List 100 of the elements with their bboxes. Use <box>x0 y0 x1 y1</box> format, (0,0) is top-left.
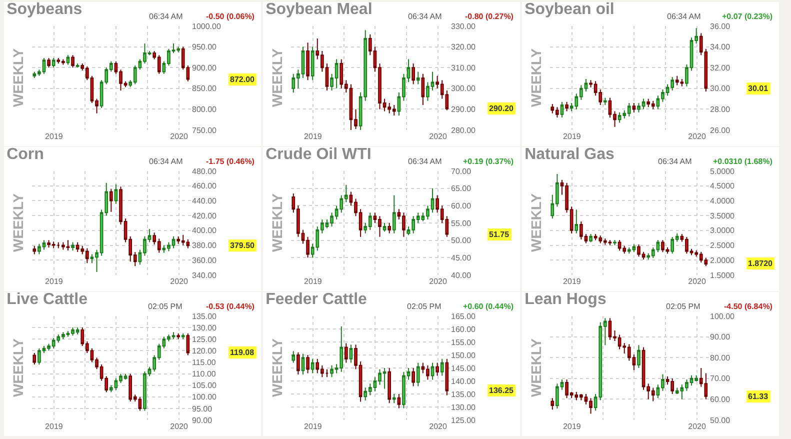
y-tick-label: 130.00 <box>451 402 476 412</box>
candlestick <box>550 398 554 410</box>
y-tick-label: 290.00 <box>451 105 476 114</box>
candlestick <box>109 188 113 212</box>
candlestick <box>310 358 314 374</box>
candlestick <box>292 350 296 364</box>
y-axis-title: WEEKLY <box>10 338 26 397</box>
candlestick <box>47 58 50 68</box>
x-tick-label: 2020 <box>688 277 706 286</box>
candlestick <box>421 73 425 106</box>
y-tick-label: 480.00 <box>192 166 218 176</box>
candlestick <box>445 358 449 396</box>
text: 51.75 <box>489 230 510 239</box>
candlestick <box>440 358 444 376</box>
y-tick-label: 1000.00 <box>192 22 222 31</box>
y-tick-label: 140.00 <box>451 376 476 386</box>
y-tick-label: 300.00 <box>451 84 476 94</box>
candlestick <box>76 62 80 68</box>
candlestick <box>613 239 616 246</box>
chart-title: Soybeans <box>6 0 82 18</box>
y-axis-title: WEEKLY <box>528 48 544 107</box>
text: 1.8720 <box>748 259 774 268</box>
y-tick-label: 120.00 <box>192 346 218 356</box>
y-tick-label: 100.00 <box>192 392 218 402</box>
y-tick-label: 100.00 <box>710 312 736 321</box>
y-tick-label: 135.00 <box>192 312 218 321</box>
candlestick <box>186 332 190 356</box>
x-tick-label: 2020 <box>688 132 706 141</box>
text: 136.25 <box>489 386 514 395</box>
x-tick-label: 2019 <box>304 422 322 431</box>
y-tick-label: 110.00 <box>192 370 216 379</box>
text: 06:34 AM <box>408 157 442 166</box>
candlestick <box>66 54 70 66</box>
y-tick-label: 125.00 <box>451 416 476 425</box>
y-tick-label: 45.00 <box>451 253 472 262</box>
text: +0.0310 (1.68%) <box>713 157 773 166</box>
text: 06:34 AM <box>149 157 184 166</box>
y-tick-label: 460.00 <box>192 182 218 191</box>
candlestick <box>412 368 416 387</box>
candlestick <box>296 352 300 375</box>
y-tick-label: 90.00 <box>710 332 731 342</box>
y-tick-label: 55.00 <box>451 218 472 228</box>
text: 30.01 <box>748 84 769 93</box>
y-tick-label: 65.00 <box>451 184 472 194</box>
candlestick <box>392 194 396 234</box>
x-tick-label: 2020 <box>170 132 188 141</box>
chart-title: Live Cattle <box>6 290 88 308</box>
candlestick <box>632 102 636 113</box>
x-tick-label: 2019 <box>45 277 64 286</box>
chart-title: Feeder Cattle <box>266 290 368 308</box>
y-tick-label: 420.00 <box>192 211 218 220</box>
chart-title: Crude Oil WTI <box>266 146 372 163</box>
text: -0.53 (0.44%) <box>206 302 255 311</box>
chart-title: Soybean Meal <box>266 0 372 18</box>
y-tick-label: 2.5000 <box>710 241 736 250</box>
text: 61.33 <box>748 392 769 401</box>
y-tick-label: 50.00 <box>710 416 731 425</box>
y-axis-title: WEEKLY <box>10 48 26 107</box>
y-tick-label: 26.00 <box>710 126 731 135</box>
text: 02:05 PM <box>407 302 442 311</box>
candlestick <box>71 242 74 251</box>
text: -4.50 (6.84%) <box>724 302 773 311</box>
candlestick <box>306 42 310 81</box>
candlestick <box>574 209 578 234</box>
text: 872.00 <box>230 75 256 84</box>
candlestick <box>589 233 592 243</box>
x-tick-label: 2019 <box>563 422 582 431</box>
text: 06:34 AM <box>658 157 692 166</box>
text: 02:05 PM <box>148 302 183 311</box>
y-tick-label: 310.00 <box>451 63 476 72</box>
text: -0.80 (0.27%) <box>465 12 514 21</box>
text: -1.75 (0.46%) <box>206 157 255 166</box>
x-tick-label: 2020 <box>429 132 448 141</box>
y-tick-label: 3.0000 <box>710 226 736 236</box>
y-tick-label: 125.00 <box>192 334 218 344</box>
candlestick <box>32 352 36 366</box>
x-tick-label: 2019 <box>563 132 582 141</box>
candlestick <box>306 354 310 374</box>
y-tick-label: 340.00 <box>192 270 218 280</box>
y-tick-label: 160.00 <box>451 324 476 334</box>
y-tick-label: 750.00 <box>192 126 218 135</box>
y-tick-label: 95.00 <box>192 404 213 414</box>
x-tick-label: 2020 <box>429 422 448 431</box>
candlestick <box>603 97 607 106</box>
chart-title: Natural Gas <box>524 146 614 163</box>
y-tick-label: 850.00 <box>192 84 218 94</box>
y-tick-label: 950.00 <box>192 42 218 52</box>
candlestick <box>416 362 420 387</box>
candlestick <box>388 368 392 404</box>
y-tick-label: 5.0000 <box>710 166 736 176</box>
x-tick-label: 2019 <box>304 277 322 286</box>
y-axis-title: WEEKLY <box>269 48 285 107</box>
candlestick <box>114 184 118 204</box>
y-tick-label: 360.00 <box>192 256 218 265</box>
chart-title: Corn <box>6 146 44 163</box>
y-tick-label: 440.00 <box>192 196 218 206</box>
y-tick-label: 135.00 <box>451 390 476 399</box>
y-tick-label: 380.00 <box>192 241 218 250</box>
y-tick-label: 32.00 <box>710 63 731 72</box>
y-axis-title: WEEKLY <box>269 192 285 252</box>
